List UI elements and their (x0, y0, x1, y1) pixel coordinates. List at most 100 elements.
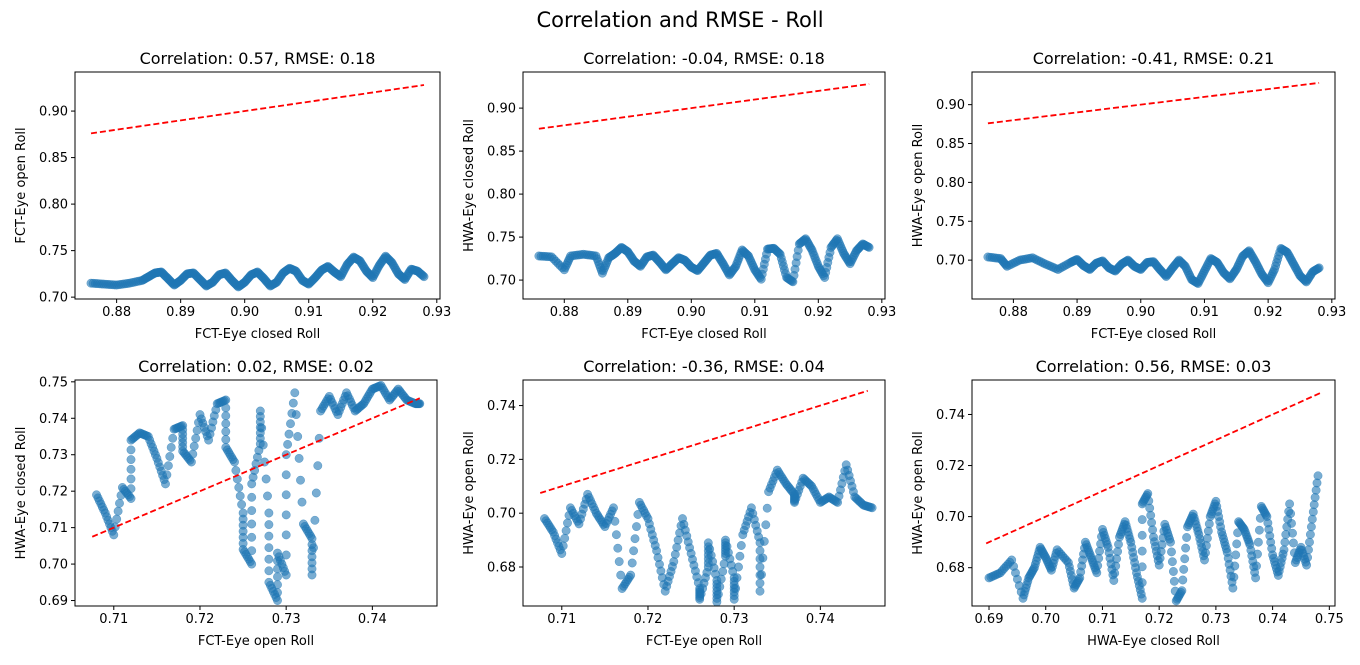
scatter-trail (309, 543, 318, 553)
scatter-point (307, 570, 317, 580)
y-tick-label: 0.75 (39, 375, 68, 390)
scatter-trail (673, 535, 683, 545)
scatter-point (1313, 471, 1323, 481)
subplot-3: 0.88 0.89 0.90 0.91 0.92 0.93 0.70 0.75 0.80 0.85… (911, 49, 1346, 342)
x-tick-label: 0.90 (1126, 305, 1155, 320)
scatter-trail (1286, 509, 1296, 519)
scatter-point (626, 570, 636, 580)
scatter-trail (755, 578, 765, 588)
scatter-trail (281, 510, 291, 520)
y-tick-label: 0.80 (487, 188, 516, 203)
scatter-trail (1288, 538, 1298, 548)
scatter-point (290, 388, 300, 398)
subplot-title: Correlation: -0.04, RMSE: 0.18 (583, 49, 825, 68)
x-tick-label: 0.72 (185, 612, 214, 627)
y-tick-label: 0.70 (39, 558, 68, 573)
scatter-point (264, 508, 274, 518)
scatter-trail (735, 551, 745, 561)
scatter-point (415, 399, 425, 409)
scatter-point (1314, 263, 1324, 273)
scatter-trail (1305, 530, 1315, 539)
y-tick-label: 0.70 (39, 291, 68, 306)
scatter-trail (1137, 562, 1147, 572)
scatter-trail (1304, 545, 1313, 555)
scatter-trail (273, 588, 282, 598)
scatter-trail (1167, 557, 1177, 567)
scatter-trail (126, 484, 136, 494)
scatter-point (1177, 586, 1187, 596)
scatter-trail (235, 491, 245, 501)
scatter-trail (713, 589, 723, 599)
scatter-point (867, 503, 877, 513)
scatter-trail (264, 554, 274, 564)
scatter-trail (1253, 549, 1262, 559)
x-tick-label: 0.93 (1317, 305, 1346, 320)
x-tick-label: 0.88 (550, 305, 579, 320)
scatter-trail (1148, 525, 1158, 535)
scatter-trail (1167, 547, 1176, 557)
axes-frame (522, 71, 886, 300)
y-axis-label: HWA-Eye open Roll (911, 431, 926, 554)
x-tick-label: 0.91 (740, 305, 769, 320)
subplot-title: Correlation: -0.36, RMSE: 0.04 (583, 357, 825, 376)
y-axis-label: HWA-Eye open Roll (462, 431, 477, 554)
scatter-trail (1137, 530, 1147, 540)
y-tick-label: 0.72 (936, 459, 965, 474)
scatter-trail (263, 491, 272, 501)
scatter-trail (168, 433, 178, 443)
x-tick-label: 0.92 (358, 305, 387, 320)
scatter-trail (288, 398, 298, 408)
scatter-trail (264, 566, 274, 576)
subplot-1: 0.88 0.89 0.90 0.91 0.92 0.93 0.70 0.75 0.80 0.85… (14, 49, 451, 342)
x-tick-label: 0.89 (613, 305, 642, 320)
y-tick-label: 0.90 (936, 98, 965, 113)
scatter-trail (1169, 576, 1179, 586)
scatter-trail (736, 541, 746, 550)
scatter-trail (126, 474, 136, 484)
x-axis-label: FCT-Eye closed Roll (195, 327, 321, 342)
scatter-trail (1232, 539, 1242, 549)
scatter-trail (1280, 537, 1290, 547)
scatter-trail (310, 515, 320, 525)
y-tick-label: 0.75 (39, 244, 68, 259)
subplot-title: Correlation: 0.02, RMSE: 0.02 (138, 357, 374, 376)
scatter-trail (247, 519, 257, 529)
scatter-trail (264, 520, 274, 530)
scatter-trail (257, 423, 267, 433)
y-axis-label: HWA-Eye closed Roll (14, 427, 29, 560)
scatter-trail (234, 483, 244, 492)
x-tick-label: 0.71 (547, 612, 576, 627)
x-axis-label: HWA-Eye closed Roll (1087, 634, 1220, 649)
scatter-trail (113, 506, 123, 516)
subplot-title: Correlation: 0.57, RMSE: 0.18 (140, 49, 376, 68)
scatter-point (109, 530, 119, 540)
scatter-trail (1287, 518, 1296, 528)
scatter-trail (1181, 543, 1191, 553)
scatter-trail (1137, 515, 1147, 525)
scatter-trail (221, 435, 231, 444)
scatter-trail (715, 582, 725, 592)
scatter-point (1285, 499, 1295, 509)
scatter-trail (1231, 550, 1241, 560)
x-tick-label: 0.89 (1063, 305, 1092, 320)
scatter-trail (313, 461, 323, 471)
x-tick-label: 0.90 (230, 305, 259, 320)
scatter-trail (563, 518, 572, 528)
scatter-point (1109, 576, 1119, 585)
y-axis-label: HWA-Eye open Roll (911, 124, 926, 247)
y-tick-label: 0.80 (936, 176, 965, 191)
x-tick-label: 0.92 (804, 305, 833, 320)
scatter-trail (716, 574, 726, 584)
scatter-point (161, 479, 170, 489)
scatter-trail (281, 550, 291, 560)
scatter-trail (757, 570, 766, 580)
scatter-trail (1112, 554, 1122, 564)
x-tick-label: 0.71 (99, 612, 128, 627)
plot-area (984, 391, 1323, 606)
scatter-trail (126, 464, 136, 474)
scatter-trail (614, 557, 624, 567)
scatter-trail (247, 506, 257, 516)
axes-frame (74, 71, 441, 300)
scatter-trail (273, 572, 282, 582)
x-axis-label: FCT-Eye closed Roll (1091, 327, 1217, 342)
